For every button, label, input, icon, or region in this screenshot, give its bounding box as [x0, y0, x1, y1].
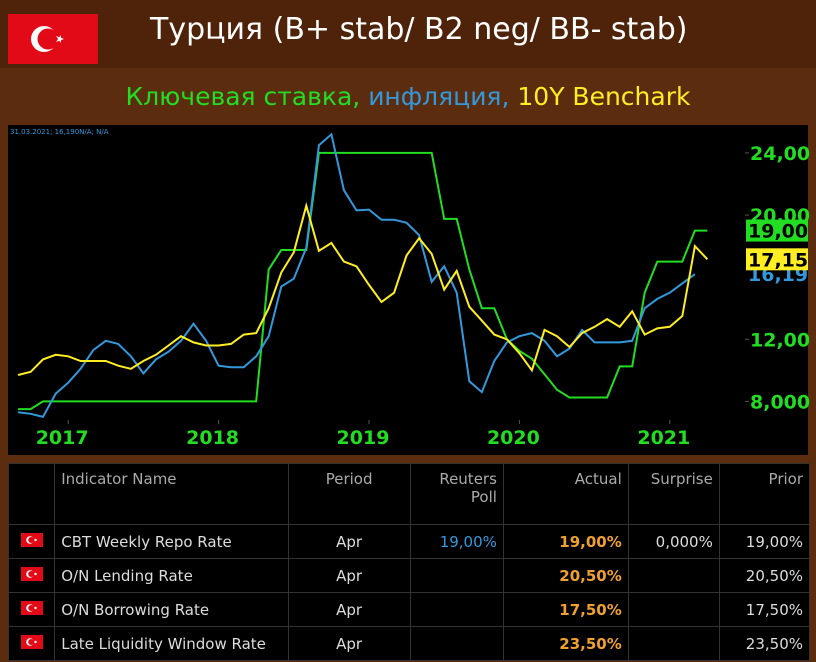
row-flag: [20, 566, 43, 581]
flag-cell: [7, 626, 56, 661]
chart: 31.03.2021; 16,190N/A; N/A 8,00012,0020,…: [8, 125, 810, 455]
header-cell: Prior: [718, 463, 811, 525]
table-cell: 0,000%: [627, 524, 720, 559]
table-cell: 17,50%: [502, 592, 629, 627]
table-cell: [409, 626, 504, 661]
table-cell: 17,50%: [718, 592, 811, 627]
table-cell: [627, 592, 720, 627]
header-cell: Surprise: [627, 463, 720, 525]
x-tick-label: 2019: [337, 427, 390, 449]
flag-cell: [7, 524, 56, 559]
series-line: [17, 201, 709, 376]
header-cell: [7, 463, 56, 525]
header-cell: Period: [287, 463, 411, 525]
x-tick-label: 2018: [186, 427, 239, 449]
y-tick-label: 8,000: [750, 391, 810, 413]
flag-cell: [7, 592, 56, 627]
table-cell: Apr: [287, 592, 411, 627]
table-cell: 19,00%: [409, 524, 504, 559]
header-cell: Indicator Name: [54, 463, 289, 525]
flag-cell: [7, 558, 56, 593]
subtitle: Ключевая ставка, инфляция, 10Y Benchark: [0, 82, 816, 111]
row-flag: [20, 634, 43, 649]
value-label: 17,15: [748, 249, 808, 271]
table-cell: 20,50%: [718, 558, 811, 593]
table-cell: 19,00%: [718, 524, 811, 559]
table-cell: CBT Weekly Repo Rate: [54, 524, 289, 559]
annotation: 31.03.2021; 16,190N/A; N/A: [10, 128, 109, 136]
value-label-bg: [746, 219, 808, 242]
value-label: 19,00: [748, 221, 808, 243]
series-line: [18, 151, 708, 411]
table-row: O/N Borrowing Rate Apr 17,50% 17,50%: [7, 592, 811, 627]
table-cell: Apr: [287, 626, 411, 661]
series-line: [17, 132, 696, 419]
row-flag: [20, 600, 43, 615]
table-cell: O/N Borrowing Rate: [54, 592, 289, 627]
x-tick-label: 2021: [637, 427, 690, 449]
header-cell: Actual: [502, 463, 629, 525]
x-tick-label: 2020: [487, 427, 540, 449]
subtitle-part: 10Y Benchark: [517, 82, 691, 111]
table-cell: [409, 592, 504, 627]
subtitle-part: инфляция,: [368, 82, 510, 111]
table-cell: Apr: [287, 558, 411, 593]
table-cell: Late Liquidity Window Rate: [54, 626, 289, 661]
y-tick-label: 24,00: [750, 143, 810, 165]
table-row: CBT Weekly Repo Rate Apr 19,00% 19,00% 0,000…: [7, 524, 811, 559]
header-cell: Reuters Poll: [409, 463, 504, 525]
title: Турция (B+ stab/ B2 neg/ BB- stab): [150, 12, 688, 47]
x-tick-label: 2017: [36, 427, 89, 449]
indicator-table: Indicator Name Period Reuters Poll Actual Su…: [7, 463, 811, 661]
row-flag: [20, 532, 43, 547]
table-cell: 19,00%: [502, 524, 629, 559]
y-tick-label: 12,00: [750, 329, 810, 351]
table-cell: [627, 626, 720, 661]
table-cell: [409, 558, 504, 593]
table-cell: 23,50%: [502, 626, 629, 661]
subtitle-part: Ключевая ставка,: [125, 82, 361, 111]
table-row: O/N Lending Rate Apr 20,50% 20,50%: [7, 558, 811, 593]
table-cell: O/N Lending Rate: [54, 558, 289, 593]
table-cell: 23,50%: [718, 626, 811, 661]
table-row: Late Liquidity Window Rate Apr 23,50% 23,50…: [7, 626, 811, 661]
table-cell: Apr: [287, 524, 411, 559]
title-bar: Турция (B+ stab/ B2 neg/ BB- stab): [0, 0, 816, 68]
value-label-bg: [746, 248, 808, 271]
table-cell: 20,50%: [502, 558, 629, 593]
table-cell: [627, 558, 720, 593]
flag: [8, 14, 98, 64]
